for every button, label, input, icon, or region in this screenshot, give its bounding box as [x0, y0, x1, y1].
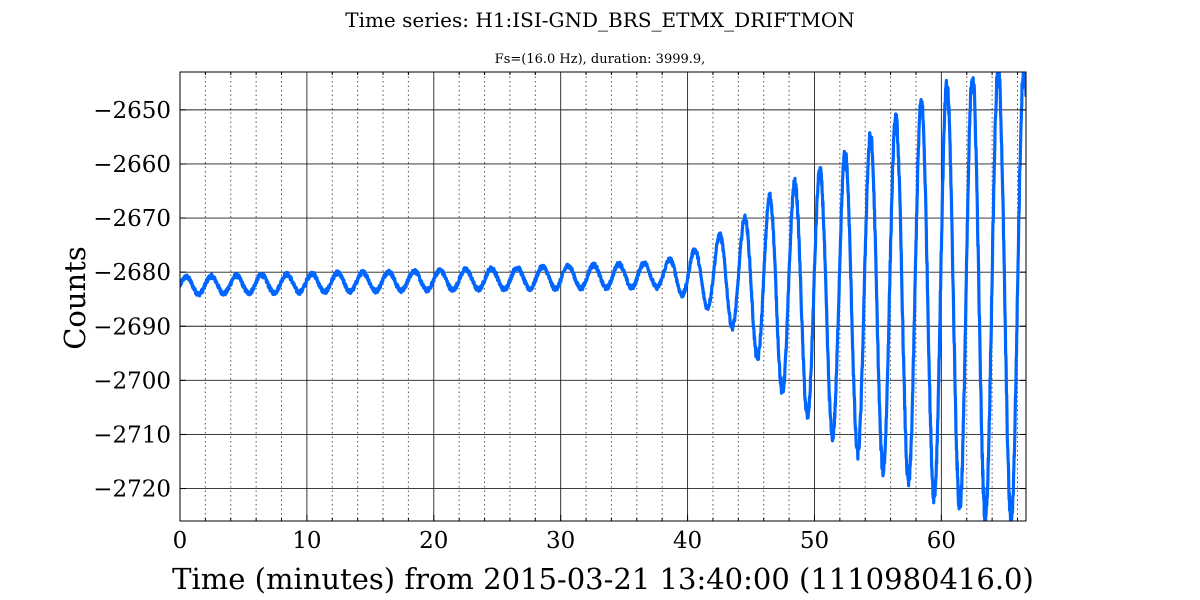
series-layer	[180, 72, 1026, 521]
plot-frame	[179, 71, 1027, 522]
x-axis-label: Time (minutes) from 2015-03-21 13:40:00 …	[172, 562, 1034, 596]
grid	[179, 72, 1026, 521]
x-tick-label: 60	[927, 528, 956, 554]
x-tick-label: 20	[419, 528, 448, 554]
x-tick-label: 10	[292, 528, 321, 554]
x-tick-label: 50	[800, 528, 829, 554]
x-tick-label: 40	[673, 528, 702, 554]
y-axis-label: Counts	[58, 246, 92, 350]
series-line	[180, 72, 1026, 521]
y-tick-label: −2650	[93, 98, 171, 124]
y-tick-label: −2680	[93, 260, 171, 286]
y-tick-label: −2720	[93, 477, 171, 503]
x-tick-label: 30	[546, 528, 575, 554]
y-tick-label: −2700	[93, 368, 171, 394]
y-tick-label: −2690	[93, 314, 171, 340]
y-tick-label: −2670	[93, 206, 171, 232]
x-tick-label: 0	[173, 528, 188, 554]
chart-title: Time series: H1:ISI-GND_BRS_ETMX_DRIFTMO…	[345, 8, 855, 32]
tick-layer: 0 10 20 30 40 50 60 −2650 −2660 −2670 −2680 −2690 −2…	[93, 72, 1026, 554]
chart-subtitle: Fs=(16.0 Hz), duration: 3999.9,	[495, 52, 706, 67]
y-tick-label: −2660	[93, 152, 171, 178]
y-tick-label: −2710	[93, 422, 171, 448]
